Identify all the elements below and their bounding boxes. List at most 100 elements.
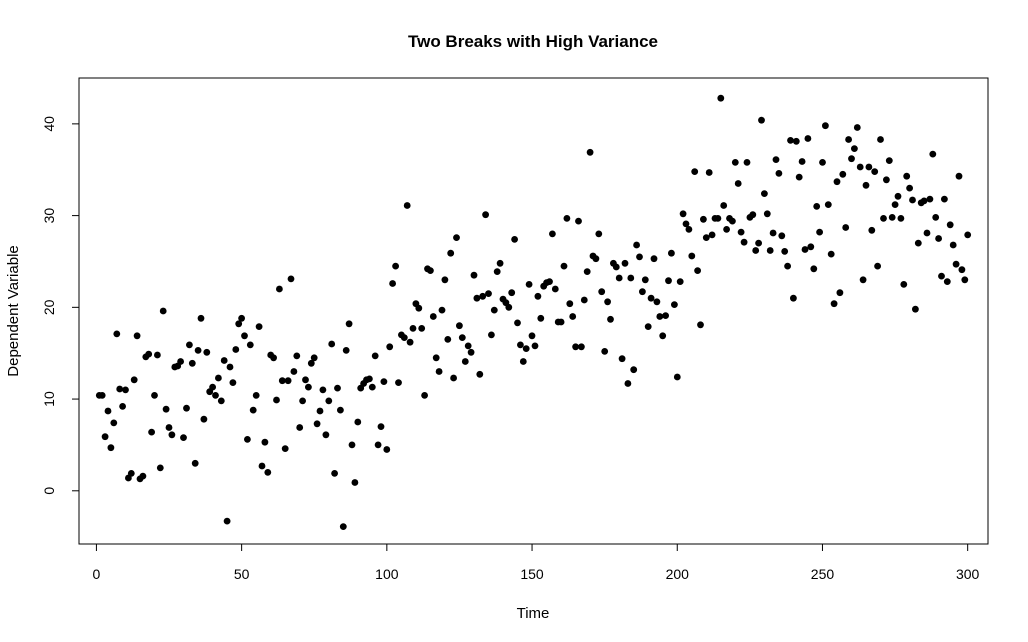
data-point — [418, 325, 426, 332]
data-point — [348, 441, 356, 449]
data-point — [952, 260, 960, 268]
data-point — [583, 268, 591, 275]
data-point — [720, 202, 728, 209]
data-point — [740, 238, 748, 246]
data-point — [580, 296, 588, 304]
x-axis-label: Time — [517, 605, 550, 622]
data-point — [441, 276, 449, 284]
data-point — [377, 423, 385, 430]
data-point — [822, 122, 829, 130]
data-point — [949, 241, 957, 249]
data-point — [906, 184, 913, 192]
data-point — [758, 116, 765, 124]
data-point — [165, 424, 173, 431]
data-point — [281, 445, 289, 452]
data-point — [302, 376, 309, 384]
data-point — [575, 217, 582, 225]
data-point — [197, 314, 205, 322]
data-point — [188, 359, 196, 367]
data-point — [339, 523, 347, 530]
data-point — [717, 94, 725, 102]
data-point — [456, 322, 463, 330]
data-point — [514, 319, 521, 327]
data-point — [790, 294, 797, 302]
data-point — [287, 275, 295, 283]
data-point — [888, 214, 896, 221]
data-point — [244, 436, 251, 443]
x-tick-label: 0 — [93, 566, 101, 582]
data-point — [955, 172, 963, 180]
data-point — [334, 384, 341, 392]
data-point — [833, 178, 841, 186]
data-point — [427, 267, 434, 274]
data-point — [331, 470, 338, 477]
data-point — [792, 137, 800, 145]
data-point — [630, 366, 638, 374]
data-point — [183, 404, 190, 412]
data-point — [668, 249, 675, 257]
data-point — [485, 290, 492, 297]
data-point — [549, 230, 556, 238]
data-point — [215, 374, 222, 382]
data-point — [958, 266, 966, 274]
data-point — [473, 294, 481, 302]
data-point — [929, 150, 937, 158]
data-point — [467, 348, 475, 356]
data-point — [488, 331, 495, 339]
data-point — [290, 368, 298, 375]
y-tick-label: 0 — [41, 487, 57, 495]
data-points — [95, 94, 972, 530]
x-tick-label: 100 — [375, 566, 399, 582]
data-point — [883, 176, 890, 184]
data-point — [429, 313, 437, 320]
data-point — [729, 217, 736, 225]
data-point — [563, 215, 571, 222]
data-point — [868, 226, 876, 234]
data-point — [932, 214, 940, 221]
data-point — [380, 378, 388, 385]
data-point — [900, 281, 908, 288]
data-point — [209, 383, 217, 391]
data-point — [946, 221, 954, 229]
data-point — [700, 215, 707, 223]
data-point — [943, 278, 951, 285]
data-point — [322, 431, 330, 439]
data-point — [249, 406, 257, 414]
data-point — [438, 306, 446, 314]
data-point — [560, 262, 568, 270]
data-point — [186, 341, 193, 349]
data-point — [853, 124, 861, 131]
data-point — [479, 292, 487, 300]
data-point — [685, 226, 693, 233]
data-point — [432, 354, 440, 362]
data-point — [885, 157, 893, 165]
data-point — [798, 158, 806, 165]
data-point — [403, 202, 411, 209]
data-point — [810, 265, 818, 273]
data-point — [557, 318, 565, 326]
data-point — [845, 136, 852, 143]
data-point — [633, 241, 640, 249]
data-point — [354, 418, 362, 426]
data-point — [496, 259, 504, 267]
data-point — [935, 235, 942, 242]
data-point — [421, 392, 428, 399]
data-point — [470, 271, 478, 279]
data-point — [537, 314, 545, 322]
data-point — [395, 379, 402, 386]
x-axis: 0 50 100 150 200 250 300 — [93, 543, 980, 582]
data-point — [458, 334, 466, 341]
data-point — [316, 407, 324, 415]
data-point — [673, 373, 681, 381]
data-point — [723, 226, 730, 233]
data-point — [871, 168, 879, 176]
data-point — [345, 320, 353, 328]
data-point — [787, 137, 794, 144]
data-point — [258, 462, 266, 470]
data-point — [98, 392, 106, 399]
data-point — [671, 301, 678, 308]
data-point — [824, 201, 832, 209]
data-point — [592, 255, 600, 263]
data-point — [252, 392, 260, 399]
x-tick-label: 300 — [956, 566, 980, 582]
